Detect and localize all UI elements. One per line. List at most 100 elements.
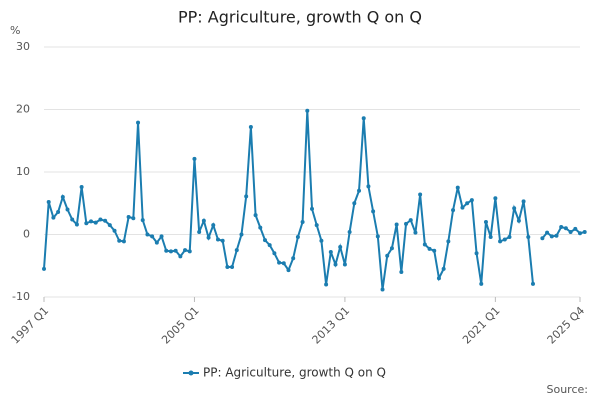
point [545, 230, 550, 235]
point [150, 234, 155, 239]
point [441, 266, 446, 271]
point [474, 251, 479, 256]
point [371, 209, 376, 214]
source: Source: [547, 383, 589, 396]
y-tick-label: -10 [12, 290, 30, 303]
point [197, 230, 202, 234]
point [483, 220, 488, 224]
x-tick-label: 2013 Q1 [310, 304, 353, 347]
point [56, 210, 61, 214]
point [98, 217, 103, 222]
point [117, 238, 122, 243]
point [526, 235, 531, 239]
point [516, 218, 521, 223]
point [361, 116, 366, 121]
point [51, 215, 56, 220]
point [46, 200, 51, 204]
point [507, 235, 512, 239]
point [211, 223, 216, 228]
point [220, 238, 225, 243]
point [126, 215, 131, 219]
y-tick-label: 20 [16, 103, 30, 116]
point [512, 206, 517, 211]
point [455, 185, 460, 190]
point [399, 270, 404, 274]
point [521, 199, 526, 204]
point [248, 125, 253, 129]
point [422, 242, 427, 247]
point [262, 238, 267, 243]
point [314, 223, 319, 228]
point [563, 226, 568, 231]
point [295, 235, 300, 239]
point [394, 222, 399, 227]
point [305, 108, 310, 113]
point [159, 234, 164, 239]
point [42, 266, 46, 271]
point [234, 248, 239, 253]
point [554, 233, 559, 238]
point [465, 201, 470, 206]
point [74, 222, 79, 227]
point [338, 245, 343, 249]
point [488, 235, 493, 239]
point [573, 226, 578, 231]
point [272, 251, 277, 256]
point [460, 205, 465, 210]
point [187, 249, 192, 254]
y-unit: % [10, 24, 20, 37]
x-tick-label: 1997 Q1 [9, 304, 52, 347]
point [291, 256, 296, 261]
point [479, 281, 484, 286]
point [469, 198, 474, 203]
point [300, 220, 305, 224]
point [239, 232, 244, 237]
point [310, 206, 314, 211]
point [404, 221, 409, 226]
point [559, 225, 564, 229]
point [578, 231, 582, 236]
point [173, 248, 178, 253]
point [385, 253, 390, 258]
point [192, 156, 197, 161]
point [230, 265, 235, 269]
chart-title: PP: Agriculture, growth Q on Q [178, 8, 422, 27]
point [183, 248, 188, 253]
legend-label: PP: Agriculture, growth Q on Q [203, 366, 386, 380]
point [357, 188, 362, 193]
x-tick-label: 2021 Q1 [460, 304, 503, 347]
point [154, 240, 159, 245]
point [436, 276, 441, 281]
point [131, 216, 136, 221]
point [281, 261, 286, 266]
point [375, 234, 380, 239]
point [164, 248, 169, 253]
point [568, 230, 573, 234]
point [582, 230, 587, 234]
point [267, 243, 272, 248]
point [145, 232, 150, 237]
x-tick-label: 2025 Q4 [545, 304, 588, 347]
point [84, 221, 89, 226]
point [498, 239, 503, 244]
point [201, 218, 206, 223]
legend-marker [188, 370, 194, 376]
y-tick-label: 30 [16, 40, 30, 53]
point [427, 246, 432, 251]
y-tick-label: 0 [23, 228, 30, 241]
point [380, 287, 385, 292]
point [89, 219, 94, 224]
y-tick-label: 10 [16, 165, 30, 178]
point [258, 225, 263, 230]
point [328, 250, 333, 254]
point [70, 217, 75, 222]
x-tick-label: 2005 Q1 [159, 304, 202, 347]
point [121, 239, 126, 244]
point [286, 268, 291, 273]
point [413, 230, 418, 235]
point [65, 207, 70, 212]
point [244, 194, 249, 199]
point [432, 248, 437, 253]
point [446, 239, 451, 244]
